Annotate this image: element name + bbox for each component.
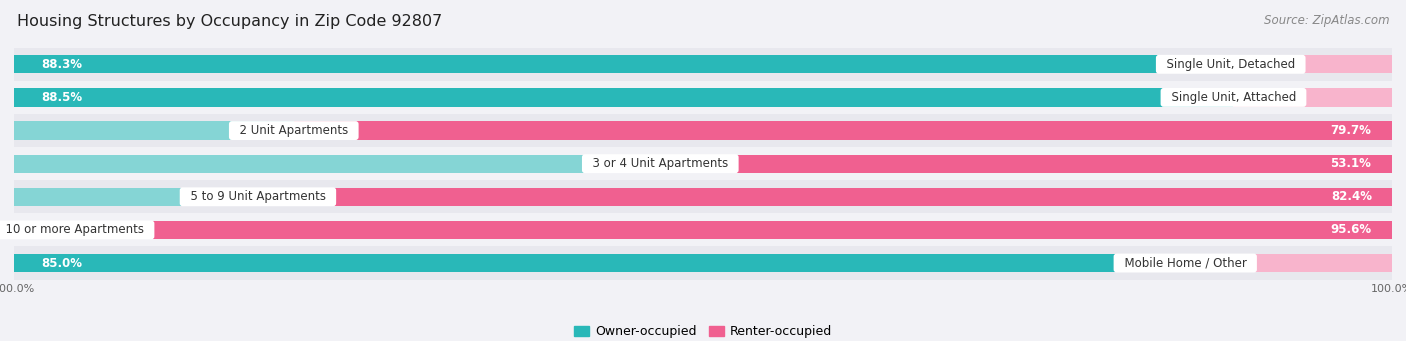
Text: 79.7%: 79.7% <box>1330 124 1371 137</box>
Text: 82.4%: 82.4% <box>1331 190 1372 203</box>
Text: Single Unit, Attached: Single Unit, Attached <box>1164 91 1303 104</box>
Bar <box>14 147 1392 180</box>
Text: Mobile Home / Other: Mobile Home / Other <box>1116 256 1254 269</box>
Bar <box>14 247 1392 280</box>
Bar <box>661 154 1392 173</box>
Bar <box>1230 55 1392 73</box>
Bar <box>14 254 1185 272</box>
Bar <box>14 188 257 206</box>
Text: 46.9%: 46.9% <box>609 157 647 170</box>
Bar <box>14 48 1392 81</box>
Text: 53.1%: 53.1% <box>1330 157 1371 170</box>
Bar <box>257 188 1393 206</box>
Text: 95.6%: 95.6% <box>1330 223 1371 236</box>
Legend: Owner-occupied, Renter-occupied: Owner-occupied, Renter-occupied <box>574 325 832 338</box>
Text: 4.4%: 4.4% <box>38 223 67 236</box>
Text: 5 to 9 Unit Apartments: 5 to 9 Unit Apartments <box>183 190 333 203</box>
Bar <box>1185 254 1392 272</box>
Text: 3 or 4 Unit Apartments: 3 or 4 Unit Apartments <box>585 157 735 170</box>
Bar <box>14 88 1233 106</box>
Text: 88.5%: 88.5% <box>42 91 83 104</box>
Bar <box>14 81 1392 114</box>
Bar <box>294 121 1392 140</box>
Bar <box>14 180 1392 213</box>
Text: 85.0%: 85.0% <box>42 256 83 269</box>
Text: Source: ZipAtlas.com: Source: ZipAtlas.com <box>1264 14 1389 27</box>
Text: Housing Structures by Occupancy in Zip Code 92807: Housing Structures by Occupancy in Zip C… <box>17 14 441 29</box>
Bar <box>14 154 661 173</box>
Text: 10 or more Apartments: 10 or more Apartments <box>0 223 152 236</box>
Bar <box>14 114 1392 147</box>
Bar <box>14 213 1392 247</box>
Bar <box>1233 88 1392 106</box>
Bar <box>14 121 294 140</box>
Text: 17.7%: 17.7% <box>207 190 245 203</box>
Text: 2 Unit Apartments: 2 Unit Apartments <box>232 124 356 137</box>
Bar <box>14 55 1230 73</box>
Text: 20.3%: 20.3% <box>243 124 280 137</box>
Text: 88.3%: 88.3% <box>42 58 83 71</box>
Bar <box>14 221 75 239</box>
Bar <box>75 221 1392 239</box>
Text: Single Unit, Detached: Single Unit, Detached <box>1159 58 1302 71</box>
